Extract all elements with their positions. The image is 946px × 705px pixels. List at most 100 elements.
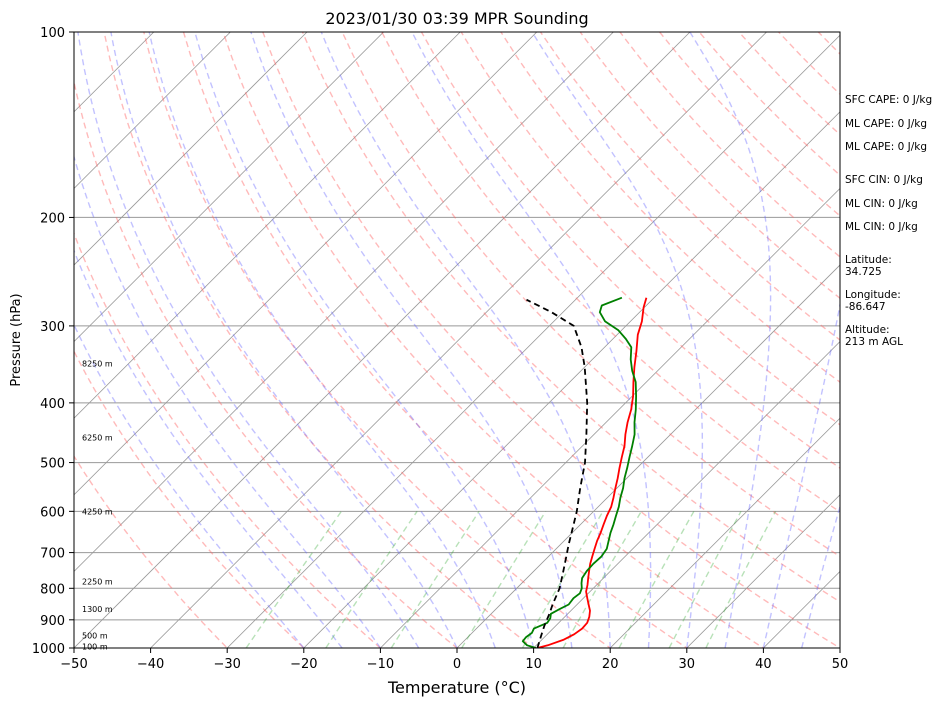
x-tick-label: 0: [453, 657, 461, 672]
x-tick-label: −30: [213, 657, 240, 672]
isotherm-line: [609, 417, 840, 648]
longitude-text: Longitude: -86.647: [845, 289, 901, 313]
dry-adiabat-line: [74, 454, 229, 648]
ml-cin-text-2: ML CIN: 0 J/kg: [845, 221, 918, 233]
x-axis-label: Temperature (°C): [387, 678, 526, 697]
moist-adiabat-line: [531, 32, 704, 648]
moist-adiabat-line: [74, 154, 381, 648]
isotherm-line: [74, 32, 461, 419]
height-label: 100 m: [82, 643, 108, 652]
mixing-ratio-line: [390, 510, 480, 648]
y-tick-label: 800: [40, 582, 65, 597]
dry-adiabat-line: [341, 32, 840, 558]
dry-adiabat-line: [222, 32, 765, 648]
y-tick-label: 200: [40, 211, 65, 226]
mixing-ratio-line: [618, 510, 695, 648]
moist-adiabat-line: [689, 32, 772, 648]
latitude-text: Latitude: 34.725: [845, 254, 892, 278]
x-tick-label: 30: [679, 657, 696, 672]
dry-adiabat-line: [103, 32, 535, 648]
height-labels: 100 m 500 m 1300 m 2250 m 4250 m 6250 m 8250 m: [82, 359, 113, 651]
mixing-ratio-line: [705, 510, 777, 648]
y-tick-label: 700: [40, 547, 65, 562]
x-tick-label: −20: [290, 657, 317, 672]
height-label: 500 m: [82, 632, 108, 641]
moist-adiabat-line: [801, 504, 840, 648]
moist-adiabat-line: [110, 32, 458, 648]
height-label: 2250 m: [82, 578, 113, 587]
dry-adiabat-line: [74, 79, 459, 648]
isotherm-line: [533, 341, 840, 648]
mixing-ratio-line: [461, 510, 547, 648]
parcel-line: [526, 298, 589, 648]
isotherm-line: [303, 111, 840, 648]
x-tick-label: −10: [367, 657, 394, 672]
y-tick-label: 300: [40, 320, 65, 335]
moist-adiabat-line: [77, 32, 420, 648]
dry-adiabat-line: [74, 349, 305, 648]
dry-adiabat-line: [74, 231, 382, 648]
dry-adiabat-line: [182, 32, 689, 648]
isotherm-line: [226, 34, 840, 648]
y-tick-label: 500: [40, 457, 65, 472]
dry-adiabat-line: [301, 32, 840, 603]
ml-cape-text: ML CAPE: 0 J/kg: [845, 118, 928, 130]
dry-adiabat-line: [262, 32, 840, 648]
x-tick-label: 40: [755, 657, 772, 672]
x-tick-label: −50: [60, 657, 87, 672]
isotherm-line: [686, 494, 840, 648]
isotherm-line: [456, 264, 840, 648]
y-tick-label: 1000: [32, 642, 65, 657]
y-tick-label: 900: [40, 614, 65, 629]
isotherm-line: [379, 187, 840, 648]
ml-cin-text: ML CIN: 0 J/kg: [845, 198, 918, 210]
isotherm-line: [74, 32, 691, 648]
dry-adiabat-line: [460, 32, 840, 426]
moist-adiabat-line: [148, 32, 496, 648]
background-lines: [74, 32, 946, 661]
altitude-text: Altitude: 213 m AGL: [845, 324, 903, 348]
chart-title: 2023/01/30 03:39 MPR Sounding: [325, 9, 588, 28]
height-label: 4250 m: [82, 507, 113, 516]
y-tick-label: 400: [40, 397, 65, 412]
dry-adiabat-line: [381, 32, 840, 513]
isotherm-line: [74, 32, 538, 496]
mixing-ratio-line: [245, 510, 342, 648]
mixing-ratio-line: [562, 510, 642, 648]
moist-adiabat-line: [74, 248, 343, 648]
sfc-cin-text: SFC CIN: 0 J/kg: [845, 174, 923, 186]
temperature-line: [537, 297, 648, 648]
isotherm-line: [74, 32, 308, 266]
x-tick-label: 20: [602, 657, 619, 672]
dry-adiabat-line: [579, 32, 840, 300]
y-tick-label: 100: [40, 26, 65, 41]
x-axis: −50 −40 −30 −20 −10 0 10 20 30 40 50: [60, 648, 848, 672]
sfc-cape-text: SFC CAPE: 0 J/kg: [845, 94, 933, 106]
y-axis: 100 200 300 400 500 600 700 800 900 1000: [32, 26, 74, 657]
x-tick-label: −40: [137, 657, 164, 672]
dry-adiabat-line: [420, 32, 840, 469]
mixing-ratio-line: [325, 510, 418, 648]
y-tick-label: 600: [40, 505, 65, 520]
moist-adiabat-line: [411, 32, 652, 648]
y-axis-label: Pressure (hPa): [9, 293, 24, 386]
plot-frame: [73, 31, 841, 649]
dewpoint-line: [521, 296, 637, 648]
x-tick-label: 50: [832, 657, 849, 672]
isotherm-line: [150, 32, 767, 648]
dry-adiabat-line: [937, 32, 946, 661]
ml-cape-text-2: ML CAPE: 0 J/kg: [845, 141, 928, 153]
dry-adiabat-line: [143, 32, 612, 648]
moist-adiabat-line: [194, 32, 535, 648]
height-label: 8250 m: [82, 359, 113, 368]
isotherm-line: [74, 32, 231, 189]
mixing-ratio-line: [668, 510, 742, 648]
moist-adiabat-line: [320, 32, 611, 648]
height-label: 6250 m: [82, 433, 113, 442]
isotherm-line: [74, 32, 384, 343]
moist-adiabat-line: [762, 301, 840, 648]
moist-adiabat-line: [250, 32, 573, 648]
x-tick-label: 10: [525, 657, 542, 672]
data-series: [521, 296, 648, 648]
